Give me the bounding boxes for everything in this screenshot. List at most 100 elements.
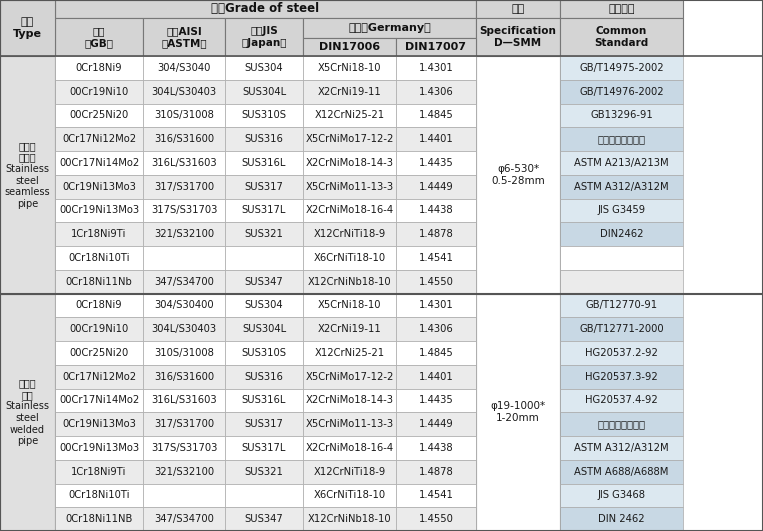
Bar [143, 317, 225, 341]
Text: SUS316L: SUS316L [242, 158, 286, 168]
Text: 317/S31700: 317/S31700 [154, 419, 214, 429]
Bar [143, 270, 225, 294]
Text: 304L/S30403: 304L/S30403 [151, 87, 217, 97]
Text: JIS G3468: JIS G3468 [597, 490, 645, 500]
Text: 1.4435: 1.4435 [419, 396, 453, 405]
Bar [476, 18, 560, 56]
Bar [0, 0, 55, 56]
Bar [225, 80, 303, 104]
Text: GB/T12771-2000: GB/T12771-2000 [579, 324, 664, 334]
Text: X2CrNiMo18-16-4: X2CrNiMo18-16-4 [305, 205, 394, 216]
Text: 国外标准（部分）: 国外标准（部分） [597, 419, 645, 429]
Bar [225, 365, 303, 389]
Text: 321/S32100: 321/S32100 [154, 467, 214, 477]
Bar [396, 199, 476, 222]
Text: 304/S30400: 304/S30400 [154, 301, 214, 311]
Text: GB13296-91: GB13296-91 [590, 110, 653, 121]
Bar [55, 0, 476, 18]
Bar [143, 127, 225, 151]
Bar [560, 127, 683, 151]
Text: ASTM A213/A213M: ASTM A213/A213M [575, 158, 669, 168]
Text: 1.4438: 1.4438 [419, 205, 453, 216]
Bar [55, 389, 143, 412]
Text: SUS347: SUS347 [245, 514, 283, 524]
Bar [560, 389, 683, 412]
Text: 1.4449: 1.4449 [419, 419, 453, 429]
Text: 321/S32100: 321/S32100 [154, 229, 214, 239]
Text: SUS317: SUS317 [245, 182, 283, 192]
Bar [560, 222, 683, 246]
Bar [55, 151, 143, 175]
Text: X5CrNi18-10: X5CrNi18-10 [317, 63, 382, 73]
Bar [0, 56, 55, 294]
Text: 00Cr25Ni20: 00Cr25Ni20 [69, 110, 129, 121]
Text: 德国（Germany）: 德国（Germany） [348, 23, 431, 33]
Bar [55, 104, 143, 127]
Text: 304L/S30403: 304L/S30403 [151, 324, 217, 334]
Bar [560, 0, 683, 18]
Text: 310S/31008: 310S/31008 [154, 348, 214, 358]
Bar [560, 270, 683, 294]
Text: SUS304: SUS304 [245, 301, 283, 311]
Text: 316L/S31603: 316L/S31603 [151, 158, 217, 168]
Bar [303, 270, 396, 294]
Text: SUS304L: SUS304L [242, 87, 286, 97]
Bar [55, 460, 143, 484]
Bar [396, 56, 476, 80]
Text: 00Cr19Ni13Mo3: 00Cr19Ni13Mo3 [59, 443, 139, 453]
Bar [225, 56, 303, 80]
Text: SUS321: SUS321 [245, 229, 283, 239]
Text: 0Cr18Ni10Ti: 0Cr18Ni10Ti [68, 490, 130, 500]
Bar [55, 18, 143, 56]
Text: JIS G3459: JIS G3459 [597, 205, 645, 216]
Bar [225, 151, 303, 175]
Text: 0Cr17Ni12Mo2: 0Cr17Ni12Mo2 [62, 372, 136, 382]
Bar [396, 507, 476, 531]
Text: 钢号Grade of steel: 钢号Grade of steel [211, 3, 320, 15]
Text: HG20537.2-92: HG20537.2-92 [585, 348, 658, 358]
Bar [143, 199, 225, 222]
Bar [143, 365, 225, 389]
Text: 0Cr18Ni11Nb: 0Cr18Ni11Nb [66, 277, 132, 287]
Text: 1.4301: 1.4301 [419, 301, 453, 311]
Text: 304/S3040: 304/S3040 [157, 63, 211, 73]
Text: GB/T14976-2002: GB/T14976-2002 [579, 87, 664, 97]
Bar [143, 80, 225, 104]
Bar [396, 341, 476, 365]
Text: 美国AISI
（ASTM）: 美国AISI （ASTM） [161, 26, 207, 48]
Bar [303, 151, 396, 175]
Text: SUS317L: SUS317L [242, 205, 286, 216]
Bar [560, 151, 683, 175]
Bar [303, 460, 396, 484]
Bar [225, 341, 303, 365]
Bar [560, 18, 683, 56]
Text: SUS304: SUS304 [245, 63, 283, 73]
Bar [55, 507, 143, 531]
Bar [225, 460, 303, 484]
Text: 0Cr18Ni11NB: 0Cr18Ni11NB [66, 514, 133, 524]
Bar [396, 175, 476, 199]
Text: 00Cr17Ni14Mo2: 00Cr17Ni14Mo2 [59, 158, 139, 168]
Bar [396, 436, 476, 460]
Bar [55, 294, 143, 317]
Text: 1.4306: 1.4306 [419, 87, 453, 97]
Bar [303, 484, 396, 507]
Bar [560, 460, 683, 484]
Bar [303, 175, 396, 199]
Bar [303, 317, 396, 341]
Bar [55, 175, 143, 199]
Bar [55, 127, 143, 151]
Bar [143, 436, 225, 460]
Text: 1.4435: 1.4435 [419, 158, 453, 168]
Text: SUS316L: SUS316L [242, 396, 286, 405]
Bar [55, 270, 143, 294]
Text: X2CrNiMo18-14-3: X2CrNiMo18-14-3 [305, 158, 394, 168]
Bar [476, 294, 560, 531]
Text: 1.4845: 1.4845 [419, 348, 453, 358]
Text: 1.4541: 1.4541 [419, 253, 453, 263]
Bar [396, 104, 476, 127]
Text: 1.4541: 1.4541 [419, 490, 453, 500]
Bar [143, 151, 225, 175]
Bar [55, 412, 143, 436]
Bar [143, 460, 225, 484]
